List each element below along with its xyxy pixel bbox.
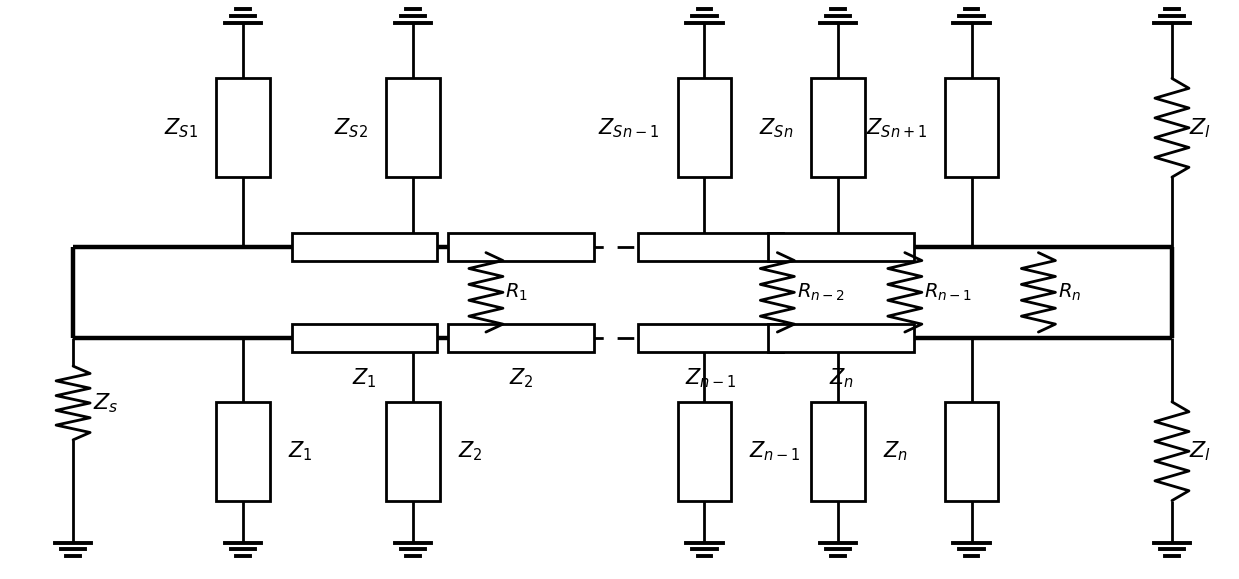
Bar: [291, 324, 437, 352]
Text: $Z_{Sn}$: $Z_{Sn}$: [758, 116, 793, 140]
Text: $Z_{Sn-1}$: $Z_{Sn-1}$: [598, 116, 659, 140]
Bar: [812, 402, 865, 501]
Text: $Z_l$: $Z_l$: [1189, 439, 1211, 463]
Bar: [678, 78, 731, 177]
Text: $R_{n-2}$: $R_{n-2}$: [797, 282, 845, 303]
Bar: [638, 324, 783, 352]
Text: $R_n$: $R_n$: [1058, 282, 1082, 303]
Text: $R_1$: $R_1$: [506, 282, 528, 303]
Bar: [217, 78, 270, 177]
Bar: [638, 233, 783, 261]
Text: $Z_{S1}$: $Z_{S1}$: [165, 116, 198, 140]
Bar: [387, 78, 440, 177]
Text: $Z_l$: $Z_l$: [1189, 116, 1211, 140]
Text: $Z_n$: $Z_n$: [829, 366, 854, 390]
Text: $Z_s$: $Z_s$: [93, 391, 118, 415]
Bar: [217, 402, 270, 501]
Text: $Z_2$: $Z_2$: [458, 439, 483, 463]
Bar: [768, 324, 914, 352]
Text: $Z_{n-1}$: $Z_{n-1}$: [750, 439, 802, 463]
Bar: [449, 233, 593, 261]
Bar: [291, 233, 437, 261]
Bar: [945, 78, 999, 177]
Bar: [768, 233, 914, 261]
Text: $Z_{n-1}$: $Z_{n-1}$: [685, 366, 736, 390]
Bar: [678, 402, 731, 501]
Bar: [449, 324, 593, 352]
Text: $Z_{S2}$: $Z_{S2}$: [335, 116, 368, 140]
Text: $Z_1$: $Z_1$: [352, 366, 377, 390]
Bar: [945, 402, 999, 501]
Text: $R_{n-1}$: $R_{n-1}$: [924, 282, 973, 303]
Bar: [387, 402, 440, 501]
Text: $Z_n$: $Z_n$: [883, 439, 908, 463]
Text: $Z_2$: $Z_2$: [509, 366, 534, 390]
Text: $Z_1$: $Z_1$: [287, 439, 312, 463]
Bar: [812, 78, 865, 177]
Text: $Z_{Sn+1}$: $Z_{Sn+1}$: [866, 116, 927, 140]
